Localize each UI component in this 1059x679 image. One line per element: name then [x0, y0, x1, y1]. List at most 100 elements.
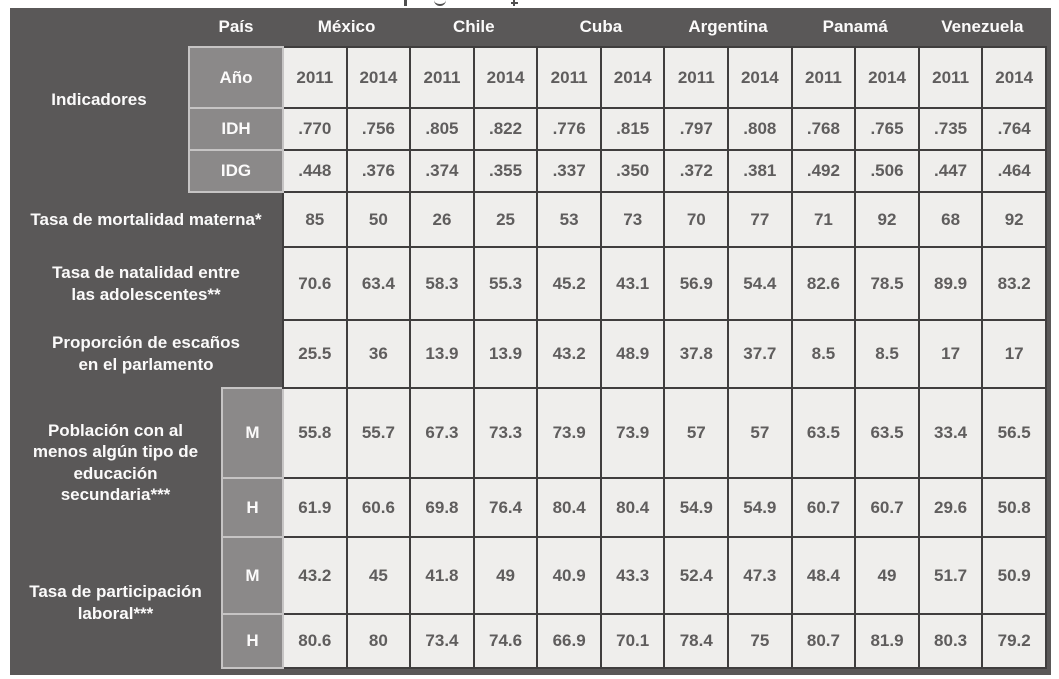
data-cell: 83.2	[981, 246, 1047, 321]
sub-label-h: H	[220, 477, 285, 538]
data-cell: 45.2	[536, 246, 602, 321]
data-cell: 70.6	[282, 246, 348, 321]
data-cell: 52.4	[663, 536, 730, 615]
data-cell: 60.7	[854, 477, 920, 538]
data-cell: 71	[790, 191, 857, 248]
data-cell: 13.9	[472, 319, 539, 389]
data-cell: 13.9	[409, 319, 475, 389]
data-cell: 54.9	[663, 477, 730, 538]
data-cell: .756	[345, 107, 412, 151]
cropped-text-artifact	[434, 0, 446, 6]
data-cell: .776	[536, 107, 602, 151]
data-cell: 77	[727, 191, 793, 248]
data-cell: 47.3	[727, 536, 793, 615]
data-cell: 56.9	[663, 246, 730, 321]
country-header: Chile	[410, 8, 538, 47]
data-cell: 41.8	[409, 536, 475, 615]
data-cell: .374	[409, 149, 475, 193]
row-label: Tasa de participación laboral***	[10, 537, 222, 668]
sub-label-m: M	[220, 387, 285, 479]
data-cell: 73	[599, 191, 666, 248]
data-cell: 60.7	[790, 477, 857, 538]
year-cell: 2011	[790, 46, 857, 109]
data-cell: 74.6	[472, 613, 539, 669]
table-row-laboral-m: Tasa de participación laboral*** M 43.2 …	[10, 536, 1047, 668]
data-cell: 50.9	[981, 536, 1047, 615]
data-cell: 55.8	[282, 387, 348, 479]
data-cell: 33.4	[917, 387, 984, 479]
row-label: Población con al menos algún tipo de edu…	[10, 388, 222, 537]
data-cell: 78.5	[854, 246, 920, 321]
data-cell: 37.8	[663, 319, 730, 389]
data-cell: .355	[472, 149, 539, 193]
table-row-educacion-m: Población con al menos algún tipo de edu…	[10, 387, 1047, 537]
data-cell: .381	[727, 149, 793, 193]
data-cell: 43.3	[599, 536, 666, 615]
data-cell: 29.6	[917, 477, 984, 538]
data-cell: 79.2	[981, 613, 1047, 669]
data-cell: 37.7	[727, 319, 793, 389]
data-cell: 73.9	[536, 387, 602, 479]
data-cell: 63.4	[345, 246, 412, 321]
data-cell: 73.9	[599, 387, 666, 479]
data-cell: .337	[536, 149, 602, 193]
year-cell: 2014	[472, 46, 539, 109]
data-cell: 60.6	[345, 477, 412, 538]
year-cell: 2011	[409, 46, 475, 109]
year-row: Año 2011 2014 2011 2014 2011 2014 2011 2…	[10, 46, 1047, 109]
data-cell: 57	[727, 387, 793, 479]
year-cell: 2011	[663, 46, 730, 109]
data-cell: .464	[981, 149, 1047, 193]
data-cell: .764	[981, 107, 1047, 151]
data-cell: 81.9	[854, 613, 920, 669]
data-cell: 80.4	[536, 477, 602, 538]
year-cell: 2014	[854, 46, 920, 109]
data-cell: 82.6	[790, 246, 857, 321]
data-cell: 78.4	[663, 613, 730, 669]
data-cell: 43.2	[536, 319, 602, 389]
table-row-idh: IDH .770 .756 .805 .822 .776 .815 .797 .…	[10, 107, 1047, 151]
data-cell: 25	[472, 191, 539, 248]
data-cell: 70	[663, 191, 730, 248]
data-table: Indicadores País México Chile Cuba Argen…	[10, 8, 1047, 669]
data-cell: 58.3	[409, 246, 475, 321]
data-cell: 25.5	[282, 319, 348, 389]
country-header: Argentina	[664, 8, 792, 47]
data-cell: 17	[981, 319, 1047, 389]
data-cell: 73.4	[409, 613, 475, 669]
year-cell: 2011	[917, 46, 984, 109]
data-cell: .808	[727, 107, 793, 151]
data-cell: 69.8	[409, 477, 475, 538]
data-cell: 76.4	[472, 477, 539, 538]
year-cell: 2011	[282, 46, 348, 109]
data-cell: 49	[472, 536, 539, 615]
data-cell: .822	[472, 107, 539, 151]
data-cell: 73.3	[472, 387, 539, 479]
data-cell: .350	[599, 149, 666, 193]
data-cell: 57	[663, 387, 730, 479]
data-cell: .376	[345, 149, 412, 193]
indicators-table: Indicadores País México Chile Cuba Argen…	[10, 8, 1051, 675]
table-row-escanos: Proporción de escaños en el parlamento 2…	[10, 319, 1047, 389]
data-cell: 80.3	[917, 613, 984, 669]
data-cell: .797	[663, 107, 730, 151]
data-cell: 80.7	[790, 613, 857, 669]
data-cell: 56.5	[981, 387, 1047, 479]
table-row-mortalidad: Tasa de mortalidad materna* 85 50 26 25 …	[10, 191, 1047, 248]
data-cell: .815	[599, 107, 666, 151]
data-cell: 70.1	[599, 613, 666, 669]
cropped-text-artifact	[404, 0, 407, 6]
data-cell: 85	[282, 191, 348, 248]
data-cell: 45	[345, 536, 412, 615]
year-cell: 2014	[981, 46, 1047, 109]
row-label: Proporción de escaños en el parlamento	[10, 320, 284, 388]
row-label: IDH	[187, 107, 285, 151]
data-cell: .770	[282, 107, 348, 151]
year-cell: 2014	[727, 46, 793, 109]
table-header-row: Indicadores País México Chile Cuba Argen…	[10, 8, 1046, 192]
data-cell: .506	[854, 149, 920, 193]
data-cell: 55.7	[345, 387, 412, 479]
data-cell: 48.9	[599, 319, 666, 389]
data-cell: .492	[790, 149, 857, 193]
data-cell: 66.9	[536, 613, 602, 669]
